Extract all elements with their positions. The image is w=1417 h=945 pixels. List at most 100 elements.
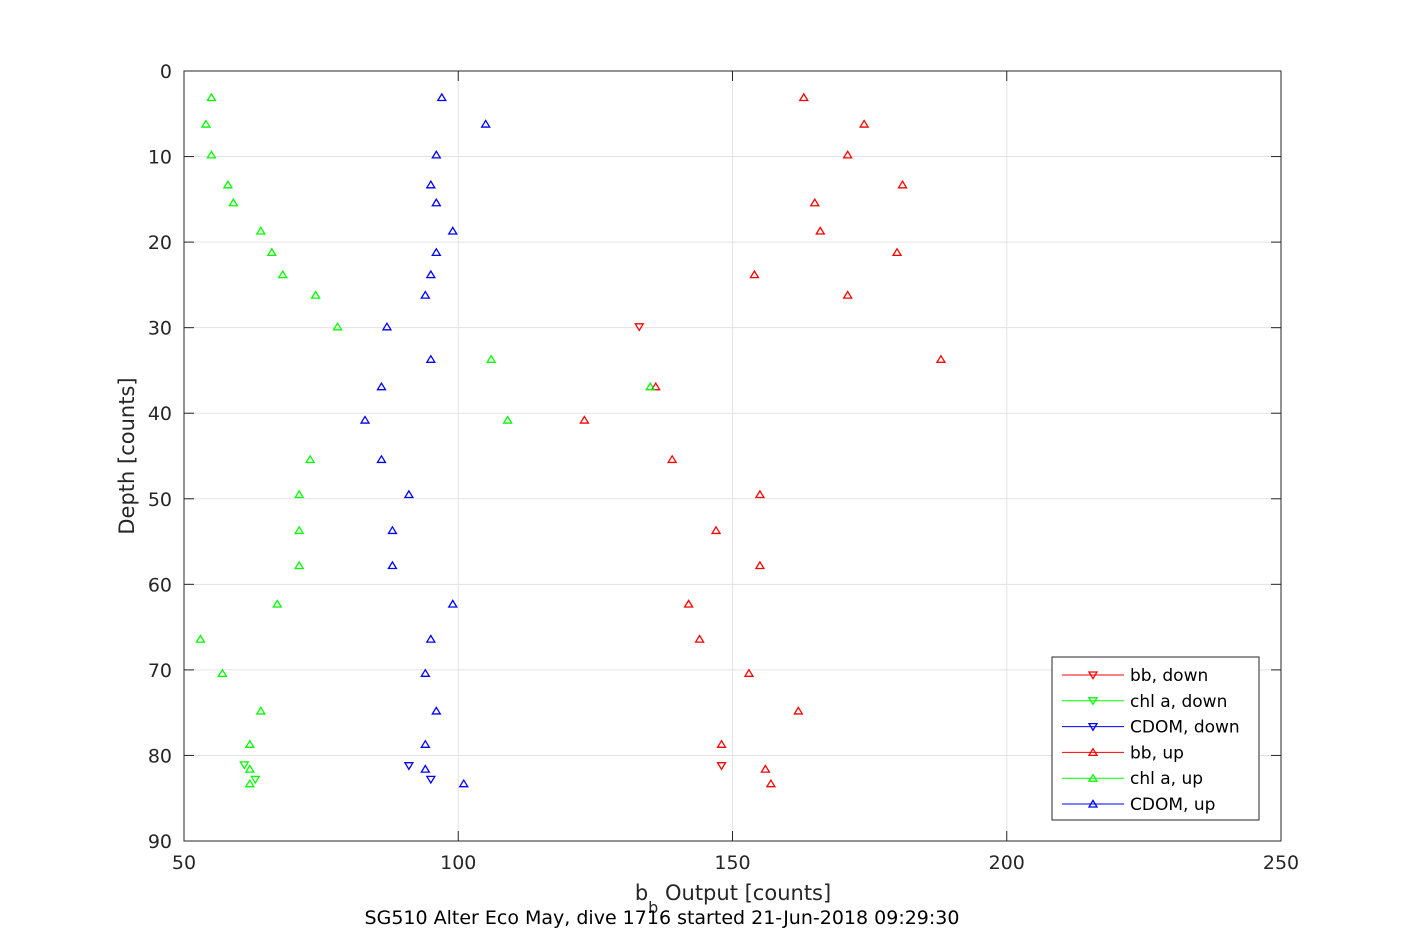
- series-5-point-6: [431, 247, 442, 257]
- series-2-point-0: [403, 762, 415, 771]
- legend-label-0: bb, down: [1130, 666, 1208, 686]
- y-tick-label-0: 0: [160, 61, 172, 83]
- series-3-point-10: [650, 381, 661, 391]
- series-0-point-0: [634, 323, 645, 332]
- series-4-point-11: [645, 381, 656, 391]
- legend-marker-5: [1087, 799, 1099, 808]
- series-5-point-15: [387, 525, 398, 535]
- series-4-point-3: [222, 179, 234, 189]
- y-tick-label-6: 60: [148, 574, 172, 596]
- series-3-point-11: [579, 415, 590, 424]
- series-4-point-0: [206, 92, 217, 102]
- x-tick-label-3: 200: [989, 852, 1025, 874]
- series-5-point-8: [420, 290, 431, 299]
- y-tick-label-4: 40: [148, 403, 172, 425]
- x-axis-label-base: b: [635, 881, 648, 905]
- y-tick-label-9: 90: [148, 831, 172, 853]
- legend: bb, down chl a, down CDOM, down bb, up chl a…: [1051, 656, 1260, 821]
- x-tick-label-2: 150: [714, 852, 750, 874]
- series-2: [403, 762, 436, 785]
- x-axis-label: bb Output [counts]: [635, 881, 831, 917]
- series-3-point-1: [858, 119, 870, 128]
- series-4-point-20: [255, 706, 266, 715]
- series-4-point-14: [294, 489, 305, 499]
- series-5-point-16: [387, 560, 398, 570]
- series-5-point-5: [447, 226, 458, 235]
- series-4-point-2: [206, 149, 217, 159]
- series-2-point-1: [425, 775, 436, 785]
- series-5-point-23: [458, 778, 469, 788]
- series-5-point-13: [376, 454, 387, 464]
- series-1-point-1: [250, 775, 261, 785]
- series-5-point-0: [436, 92, 447, 102]
- series-1: [239, 761, 261, 785]
- series-3-point-18: [743, 668, 755, 677]
- series-4-point-19: [217, 668, 228, 677]
- series-4-point-7: [277, 269, 288, 279]
- series-3-point-22: [765, 778, 777, 788]
- legend-label-5: CDOM, up: [1130, 795, 1215, 815]
- series-5-point-21: [420, 739, 431, 748]
- y-tick-label-7: 70: [148, 660, 172, 682]
- series-5-point-22: [420, 764, 431, 773]
- y-tick-label-3: 30: [148, 318, 172, 340]
- legend-label-3: bb, up: [1130, 743, 1184, 763]
- series-3-point-17: [694, 634, 705, 643]
- series-4-point-9: [332, 321, 343, 331]
- series-3-point-8: [842, 290, 853, 299]
- legend-marker-2: [1087, 722, 1099, 732]
- series-3-point-15: [754, 560, 766, 570]
- legend-label-2: CDOM, down: [1130, 718, 1240, 738]
- series-3-point-7: [749, 269, 760, 279]
- series-5-point-2: [431, 149, 442, 159]
- series-3-point-4: [809, 197, 820, 207]
- series-4-point-18: [195, 634, 206, 643]
- series-3-point-21: [760, 764, 771, 773]
- series-4-point-23: [244, 778, 255, 788]
- x-tick-label-0: 50: [172, 852, 196, 874]
- series-5-point-11: [376, 381, 387, 391]
- x-tick-label-4: 250: [1263, 852, 1299, 874]
- series-5-point-10: [425, 354, 436, 363]
- legend-box: [1051, 656, 1260, 821]
- x-tick-label-1: 100: [440, 852, 476, 874]
- series-4-point-6: [266, 247, 277, 257]
- series-3-point-19: [793, 706, 804, 715]
- series-3-point-9: [935, 354, 947, 363]
- series-3-point-20: [716, 739, 727, 748]
- series-0: [634, 323, 727, 771]
- series-3-point-14: [710, 525, 722, 535]
- series-3-point-2: [842, 149, 853, 159]
- y-axis-label: Depth [counts]: [115, 377, 139, 534]
- x-axis-label-rest: Output [counts]: [658, 881, 831, 905]
- series-4: [195, 92, 656, 788]
- series-3-point-13: [754, 489, 766, 499]
- series-4-point-13: [305, 454, 316, 464]
- legend-label-1: chl a, down: [1130, 692, 1227, 712]
- series-4-point-17: [272, 599, 283, 608]
- data-layer: [195, 92, 947, 788]
- y-tick-label-8: 80: [148, 745, 172, 767]
- series-4-point-8: [310, 290, 321, 299]
- legend-marker-3: [1087, 747, 1099, 757]
- series-5-point-14: [403, 489, 415, 499]
- series-3: [579, 92, 947, 788]
- series-3-point-3: [897, 179, 908, 189]
- series-4-point-10: [486, 354, 497, 363]
- series-5-point-17: [447, 599, 458, 608]
- series-5-point-4: [431, 197, 442, 207]
- series-4-point-4: [228, 197, 239, 207]
- legend-marker-1: [1087, 697, 1099, 706]
- series-3-point-16: [683, 599, 694, 608]
- y-tick-label-5: 50: [148, 489, 172, 511]
- chart-title: SG510 Alter Eco May, dive 1716 started 2…: [365, 907, 960, 929]
- series-5: [359, 92, 491, 788]
- series-4-point-21: [244, 739, 255, 748]
- series-5-point-3: [425, 179, 436, 189]
- legend-label-4: chl a, up: [1130, 769, 1203, 789]
- series-0-point-1: [716, 762, 727, 771]
- series-4-point-12: [502, 415, 513, 424]
- y-tick-label-1: 10: [148, 147, 172, 169]
- series-5-point-9: [381, 321, 393, 331]
- series-4-point-16: [294, 560, 305, 570]
